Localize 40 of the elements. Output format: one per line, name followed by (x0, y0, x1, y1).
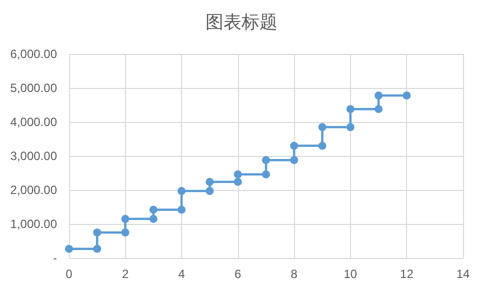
point (234, 170, 242, 178)
x-tick-label: 6 (234, 267, 242, 281)
point (178, 206, 186, 214)
point (374, 91, 383, 100)
point (374, 105, 383, 114)
point (206, 178, 214, 186)
y-tick-label: 5,000.00 (10, 81, 58, 95)
point (93, 244, 102, 253)
point (262, 156, 270, 164)
point (234, 178, 242, 186)
x-tick-label: 10 (344, 267, 358, 281)
point (318, 123, 326, 132)
point (318, 142, 326, 150)
point (346, 123, 354, 132)
point (121, 214, 130, 223)
point (121, 228, 130, 236)
point (149, 214, 158, 223)
y-tick-label: 2,000.00 (10, 183, 58, 197)
point (178, 187, 186, 196)
point (290, 142, 298, 150)
x-tick-label: 8 (290, 267, 298, 281)
y-tick-label: 6,000.00 (10, 47, 58, 61)
point (290, 156, 298, 164)
point (262, 170, 270, 178)
point (149, 206, 158, 214)
x-tick-label: 4 (178, 267, 186, 281)
point (346, 105, 354, 114)
y-tick-label: 4,000.00 (10, 115, 58, 129)
point (65, 244, 73, 253)
x-tick-label: 0 (66, 267, 73, 281)
y-tick-label: 3,000.00 (10, 149, 58, 163)
y-tick-label: - (53, 251, 57, 265)
x-tick-label: 12 (400, 267, 414, 281)
x-tick-label: 14 (456, 267, 470, 281)
point (402, 91, 411, 100)
y-tick-label: 1,000.00 (10, 217, 58, 231)
chart-title: 图表标题 (206, 12, 278, 32)
point (93, 228, 102, 236)
point (206, 187, 214, 196)
x-tick-label: 2 (122, 267, 129, 281)
